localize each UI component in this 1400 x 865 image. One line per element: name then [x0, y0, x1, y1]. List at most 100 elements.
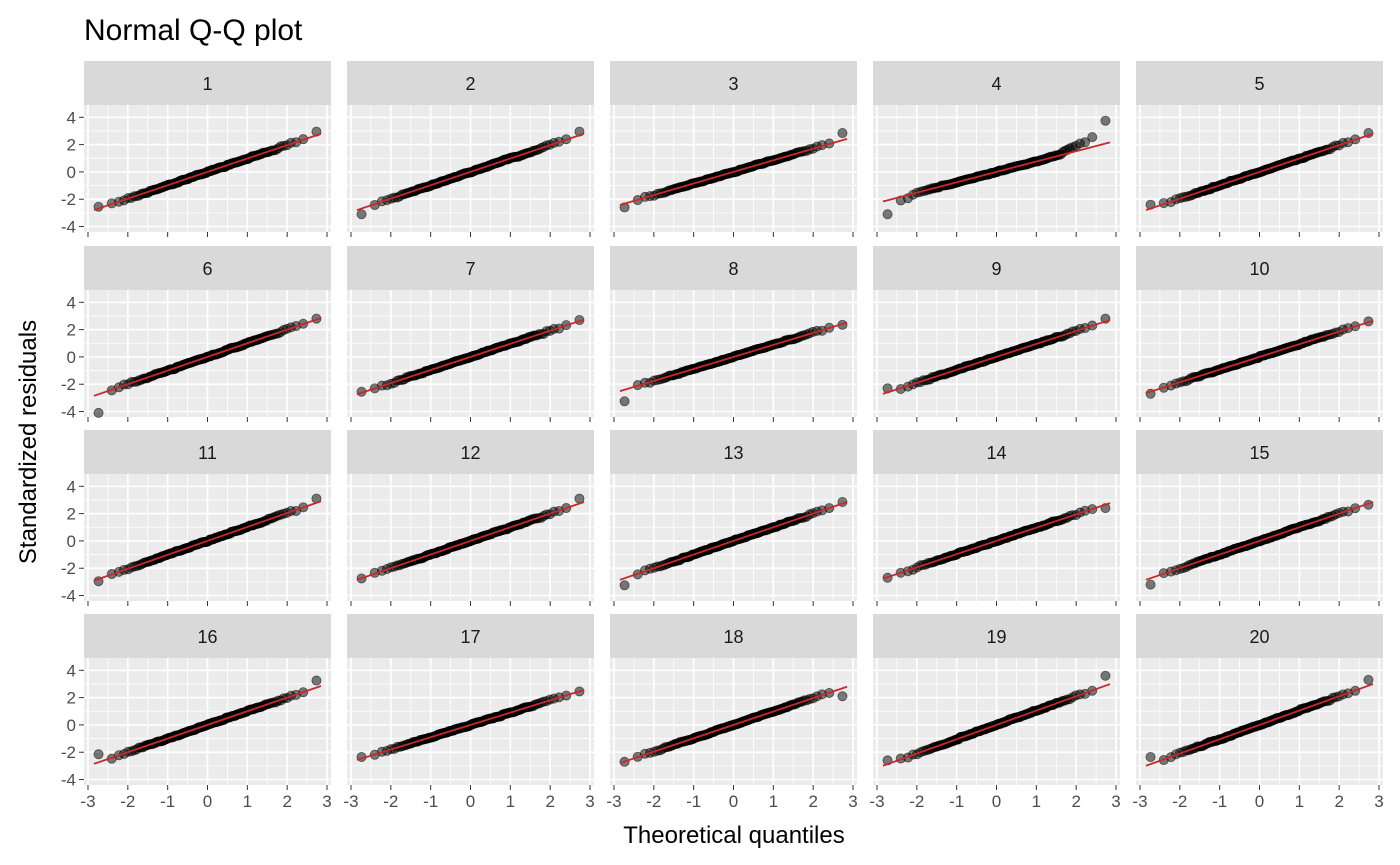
facet-strip-label: 20: [1249, 627, 1269, 647]
facet-panel-18: 18 -3 -2 -1 0 1 2 3: [606, 614, 858, 811]
facet-panel-20: 20 -3 -2 -1 0 1 2 3: [1132, 614, 1384, 811]
x-tick-label: -3: [80, 792, 95, 811]
y-tick-label: -4: [61, 771, 76, 790]
facet-strip-label: 11: [198, 443, 217, 463]
x-tick-label: 2: [808, 792, 817, 811]
x-axis-title: Theoretical quantiles: [623, 822, 844, 849]
facet-panel-1: 1 -4 -2 0 2 4: [61, 61, 331, 237]
facet-strip-label: 1: [202, 74, 212, 94]
x-tick-label: 3: [848, 792, 857, 811]
x-tick-label: 0: [729, 792, 738, 811]
facet-strip-label: 6: [202, 259, 212, 279]
facet-panel-13: 13: [610, 430, 857, 606]
qq-reference-line: [619, 137, 848, 206]
x-tick-label: 2: [282, 792, 291, 811]
facet-panel-8: 8: [610, 246, 857, 422]
qq-point: [1363, 674, 1374, 685]
x-tick-label: 1: [769, 792, 778, 811]
x-tick-label: -1: [949, 792, 964, 811]
y-tick-label: -4: [61, 218, 76, 237]
facet-strip-label: 2: [465, 74, 475, 94]
x-tick-label: -2: [646, 792, 661, 811]
x-tick-label: 1: [1295, 792, 1304, 811]
x-tick-label: -3: [606, 792, 621, 811]
y-tick-label: -2: [61, 190, 76, 209]
x-tick-label: -2: [1172, 792, 1187, 811]
x-tick-label: 0: [1255, 792, 1264, 811]
qq-point: [311, 675, 322, 686]
facet-panel-15: 15: [1136, 430, 1383, 606]
qq-point: [1080, 137, 1091, 148]
facet-strip-label: 15: [1249, 443, 1269, 463]
facet-panel-5: 5: [1136, 61, 1383, 237]
y-tick-label: -2: [61, 375, 76, 394]
y-tick-label: 0: [67, 348, 76, 367]
facet-strip-label: 14: [986, 443, 1006, 463]
qq-point: [619, 396, 630, 407]
facet-panel-6: 6 -4 -2 0 2 4: [61, 246, 331, 422]
facet-strip-label: 18: [723, 627, 743, 647]
y-tick-label: 0: [67, 716, 76, 735]
qq-point: [93, 407, 104, 418]
qq-point: [356, 209, 367, 220]
x-tick-label: 2: [545, 792, 554, 811]
y-tick-label: -2: [61, 559, 76, 578]
facet-strip-label: 9: [991, 259, 1001, 279]
qq-point: [1100, 115, 1111, 126]
x-tick-label: 1: [1032, 792, 1041, 811]
facet-strip: [84, 246, 331, 290]
facet-panel-2: 2: [347, 61, 594, 237]
x-tick-label: -2: [909, 792, 924, 811]
facet-strip-label: 13: [723, 443, 743, 463]
facet-panel-12: 12: [347, 430, 594, 606]
y-tick-label: 4: [67, 293, 76, 312]
facet-strip-label: 7: [465, 259, 475, 279]
facet-strip: [84, 61, 331, 105]
qq-point: [1145, 752, 1156, 763]
qq-point: [837, 691, 848, 702]
y-tick-label: 2: [67, 321, 76, 340]
x-tick-label: 1: [243, 792, 252, 811]
qq-point: [93, 749, 104, 760]
x-tick-label: -3: [869, 792, 884, 811]
facet-strip-label: 8: [728, 259, 738, 279]
qq-point: [1145, 579, 1156, 590]
x-tick-label: 3: [322, 792, 331, 811]
x-tick-label: -1: [1212, 792, 1227, 811]
facet-panel-3: 3: [610, 61, 857, 237]
qq-point: [882, 209, 893, 220]
x-tick-label: 2: [1071, 792, 1080, 811]
y-tick-label: -4: [61, 587, 76, 606]
x-tick-label: -3: [1132, 792, 1147, 811]
qq-reference-line: [93, 132, 322, 211]
facet-strip-label: 16: [197, 627, 217, 647]
qq-reference-line: [882, 141, 1111, 203]
facet-panel-9: 9: [873, 246, 1120, 422]
facet-strip-label: 4: [991, 74, 1001, 94]
y-tick-label: 2: [67, 136, 76, 155]
y-tick-label: 4: [67, 477, 76, 496]
facet-panel-17: 17 -3 -2 -1 0 1 2 3: [343, 614, 595, 811]
x-tick-label: -1: [160, 792, 175, 811]
facet-panel-16: 16 -4 -2 0 2 4 -3 -2 -1 0 1 2 3: [61, 614, 332, 811]
facet-panel-11: 11 -4 -2 0 2 4: [61, 430, 331, 606]
facet-strip-label: 19: [986, 627, 1006, 647]
y-tick-label: 4: [67, 661, 76, 680]
y-tick-label: 0: [67, 532, 76, 551]
x-tick-label: -2: [383, 792, 398, 811]
qq-reference-line: [1145, 132, 1374, 211]
x-tick-label: 1: [506, 792, 515, 811]
x-tick-label: 0: [203, 792, 212, 811]
facet-strip: [347, 61, 594, 105]
qq-point: [619, 580, 630, 591]
facet-panel-7: 7: [347, 246, 594, 422]
qq-point: [837, 127, 848, 138]
facet-strip: [610, 61, 857, 105]
y-tick-label: 2: [67, 505, 76, 524]
x-tick-label: -2: [120, 792, 135, 811]
x-tick-label: 3: [585, 792, 594, 811]
y-tick-label: -4: [61, 403, 76, 422]
